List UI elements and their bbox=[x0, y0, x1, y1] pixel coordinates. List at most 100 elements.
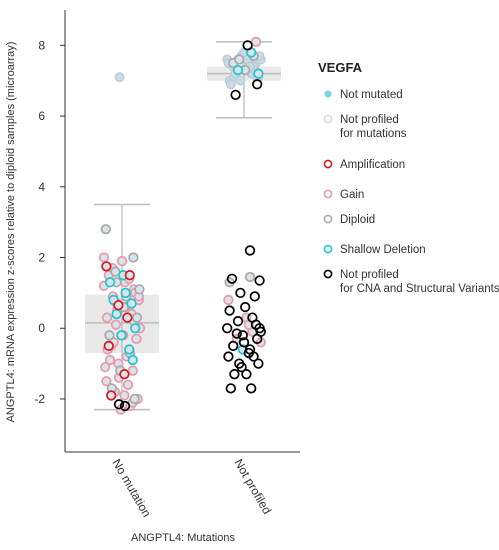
legend-title: VEGFA bbox=[318, 60, 363, 75]
data-point bbox=[103, 340, 114, 352]
data-point bbox=[234, 54, 245, 65]
data-point bbox=[253, 358, 264, 369]
legend: VEGFA Not mutated Not profiled for mutatio… bbox=[318, 60, 499, 295]
data-point bbox=[229, 369, 240, 380]
y-axis-title: ANGPTL4: mRNA expression z-scores relati… bbox=[5, 42, 17, 423]
legend-marker bbox=[323, 269, 333, 279]
data-point bbox=[113, 399, 125, 410]
data-point bbox=[244, 271, 256, 283]
y-tick-label: 2 bbox=[38, 251, 45, 265]
data-point bbox=[236, 361, 247, 373]
data-point bbox=[104, 277, 116, 288]
data-point bbox=[113, 300, 124, 311]
data-point bbox=[226, 273, 238, 284]
data-point bbox=[249, 291, 260, 302]
data-point bbox=[225, 79, 236, 90]
data-point bbox=[252, 79, 263, 90]
data-point bbox=[131, 312, 143, 323]
data-points bbox=[98, 36, 266, 415]
data-point bbox=[224, 305, 235, 316]
data-point bbox=[116, 255, 128, 267]
data-point bbox=[101, 261, 112, 272]
data-point bbox=[127, 365, 138, 376]
boxplots bbox=[85, 41, 281, 411]
legend-label: Not mutated bbox=[340, 89, 403, 101]
legend-label: for mutations bbox=[340, 128, 407, 140]
data-point bbox=[241, 369, 252, 380]
legend-items: Not mutated Not profiled for mutations Ampl… bbox=[323, 89, 499, 295]
y-tick-label: 0 bbox=[38, 321, 45, 335]
axes bbox=[64, 10, 300, 453]
data-point bbox=[119, 369, 130, 380]
data-point bbox=[98, 252, 110, 263]
data-point bbox=[134, 284, 145, 295]
legend-marker bbox=[323, 159, 333, 169]
data-point bbox=[129, 393, 140, 405]
data-point bbox=[222, 323, 233, 334]
data-point bbox=[223, 351, 234, 362]
legend-label: Shallow Deletion bbox=[340, 244, 426, 256]
legend-label: Not profiled bbox=[340, 269, 399, 281]
legend-label: Amplification bbox=[340, 159, 405, 171]
data-point bbox=[250, 36, 262, 47]
data-point bbox=[238, 337, 250, 348]
data-point bbox=[131, 333, 142, 344]
data-point bbox=[244, 245, 256, 256]
data-point bbox=[128, 252, 139, 263]
data-point bbox=[240, 301, 251, 313]
data-point bbox=[116, 330, 127, 341]
data-point bbox=[119, 400, 131, 412]
data-point bbox=[100, 361, 111, 373]
y-tick-label: 8 bbox=[38, 38, 45, 52]
data-point bbox=[119, 390, 130, 401]
x-tick-label: No mutation bbox=[109, 457, 153, 520]
legend-marker bbox=[323, 189, 333, 199]
data-point bbox=[124, 270, 135, 281]
legend-marker bbox=[323, 244, 333, 254]
data-point bbox=[104, 354, 116, 366]
data-point bbox=[235, 75, 246, 86]
data-point bbox=[101, 312, 113, 323]
y-tick-label: 4 bbox=[38, 180, 45, 194]
data-point bbox=[104, 330, 115, 341]
data-point bbox=[106, 390, 117, 401]
data-point bbox=[231, 328, 242, 339]
data-point bbox=[114, 72, 125, 83]
y-ticks: -2 0 2 4 6 8 bbox=[34, 38, 65, 406]
legend-marker bbox=[323, 214, 333, 224]
data-point bbox=[100, 224, 111, 235]
data-point bbox=[254, 323, 265, 334]
data-point bbox=[124, 344, 135, 355]
x-ticks: No mutation Not profiled bbox=[109, 457, 274, 520]
data-point bbox=[230, 89, 241, 101]
y-tick-label: -2 bbox=[34, 392, 45, 406]
data-point bbox=[235, 287, 246, 299]
data-point bbox=[130, 323, 141, 334]
data-point bbox=[122, 379, 134, 390]
data-point bbox=[101, 376, 112, 387]
data-point bbox=[111, 308, 122, 320]
x-tick-label: Not profiled bbox=[231, 457, 274, 517]
data-point bbox=[254, 275, 265, 286]
data-point bbox=[110, 319, 122, 330]
x-axis-title: ANGPTL4: Mutations bbox=[131, 532, 235, 544]
data-point bbox=[232, 316, 244, 327]
data-point bbox=[122, 312, 133, 323]
data-point bbox=[244, 344, 256, 355]
data-point bbox=[225, 383, 236, 394]
legend-marker bbox=[324, 90, 332, 98]
data-point bbox=[237, 330, 248, 341]
data-point bbox=[120, 287, 131, 299]
legend-label: for CNA and Structural Variants bbox=[340, 283, 499, 295]
legend-marker bbox=[323, 114, 333, 124]
data-point bbox=[127, 354, 138, 366]
data-point bbox=[253, 68, 264, 79]
legend-label: Not profiled bbox=[340, 114, 399, 126]
data-point bbox=[252, 333, 263, 344]
data-point bbox=[232, 64, 244, 76]
legend-label: Gain bbox=[340, 189, 364, 201]
data-point bbox=[126, 298, 137, 309]
data-point bbox=[228, 340, 239, 352]
legend-label: Diploid bbox=[340, 214, 375, 226]
